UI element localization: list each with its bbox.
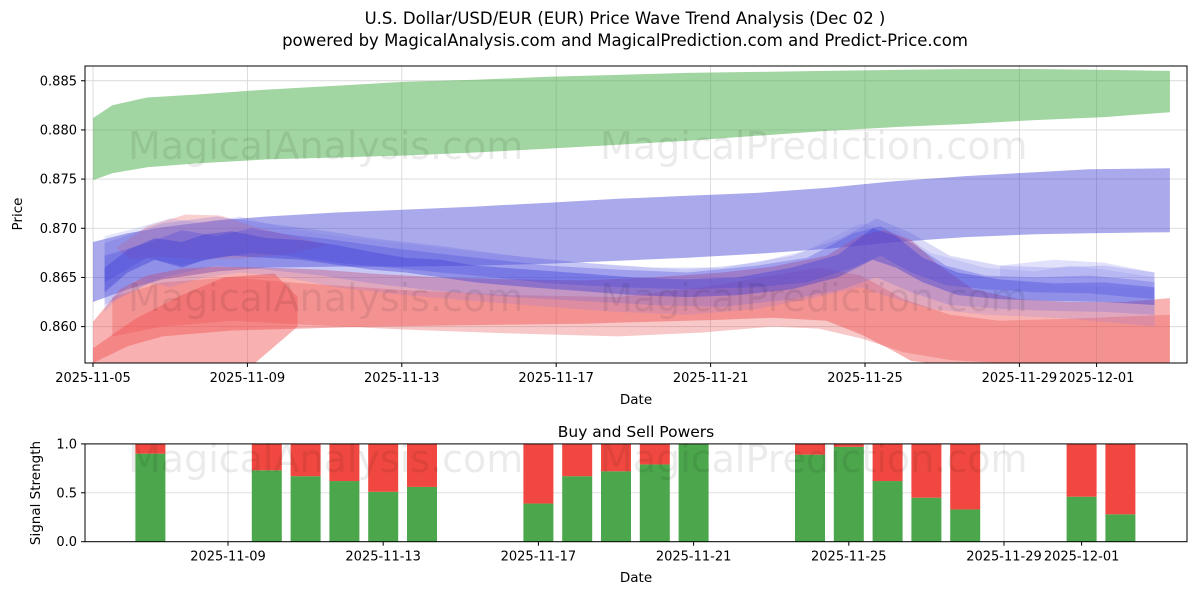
price-grid: [85, 66, 1187, 363]
band-blue-wave-layer-4: [104, 216, 1155, 327]
sell-power-bar: [135, 443, 166, 454]
y-tick-label: 0.870: [40, 222, 77, 237]
band-red-crest-left: [116, 214, 329, 260]
buy-power-bar: [1105, 514, 1136, 542]
y-tick-label: 0.865: [40, 271, 77, 286]
sell-power-bar: [911, 443, 942, 498]
band-blue-wave-layer-3: [104, 216, 1155, 315]
sell-power-bar: [833, 443, 864, 447]
x-tick-label: 2025-11-25: [827, 371, 903, 386]
buy-power-bar: [833, 446, 864, 542]
sell-power-bar: [950, 443, 981, 510]
sell-power-bar: [639, 443, 670, 465]
sell-power-bar: [601, 443, 631, 472]
price-y-axis-label: Price: [10, 198, 26, 231]
y-tick-label: 0.0: [56, 535, 77, 550]
x-tick-label: 2025-11-21: [673, 371, 749, 386]
buy-power-bar: [639, 464, 670, 542]
buy-power-bar: [523, 503, 554, 542]
buy-power-bar: [911, 497, 942, 542]
price-x-axis-label: Date: [620, 392, 652, 408]
band-red-foot-left: [93, 273, 298, 363]
buy-power-bar: [251, 470, 282, 542]
x-tick-label: 2025-11-17: [518, 371, 594, 386]
sell-power-bar: [562, 443, 593, 477]
x-tick-label: 2025-11-13: [345, 550, 421, 565]
buy-power-bar: [872, 481, 903, 542]
y-tick-label: 0.860: [40, 320, 77, 335]
power-x-axis-label: Date: [620, 570, 652, 586]
price-plot-border: [84, 65, 1188, 364]
sell-power-bar: [1066, 443, 1097, 497]
sell-power-bar: [872, 443, 903, 482]
x-tick-label: 2025-11-25: [811, 550, 887, 565]
band-blue-wave-layer-1: [104, 228, 1155, 305]
band-upper-green-band: [93, 69, 1170, 181]
sell-power-bar: [795, 443, 825, 455]
sell-power-bar: [329, 443, 360, 482]
x-tick-label: 2025-11-09: [190, 550, 266, 565]
band-blue-blob-right: [1000, 259, 1155, 290]
band-lower-red-band-secondary: [112, 267, 1170, 363]
sell-power-bar: [1105, 443, 1136, 515]
price-ticks: 0.885 0.880 0.875 0.870 0.865 0.860 2025-11-05…: [40, 74, 1135, 386]
x-tick-label: 2025-11-13: [364, 371, 440, 386]
buy-power-bar: [368, 491, 399, 542]
watermark-text: MagicalPrediction.com: [600, 124, 1028, 168]
watermark-text: MagicalAnalysis.com: [128, 276, 523, 320]
sell-power-bar: [523, 443, 554, 504]
power-bars: [135, 443, 1136, 542]
y-tick-label: 0.5: [56, 486, 77, 501]
buy-power-bar: [601, 471, 631, 542]
x-tick-label: 2025-11-29: [982, 371, 1058, 386]
sell-power-bar: [407, 443, 437, 487]
buy-power-bar: [135, 453, 166, 542]
sell-power-bar: [251, 443, 282, 471]
watermark-text: MagicalPrediction.com: [600, 276, 1028, 320]
x-tick-label: 2025-11-21: [656, 550, 732, 565]
watermark-text: MagicalAnalysis.com: [128, 437, 523, 481]
buy-power-bar: [329, 481, 360, 542]
y-tick-label: 0.885: [40, 74, 77, 89]
watermarks: MagicalAnalysis.com MagicalPrediction.com…: [128, 124, 1028, 481]
band-blue-wave-layer-2: [104, 226, 1155, 300]
chart-title: U.S. Dollar/USD/EUR (EUR) Price Wave Tre…: [365, 9, 886, 28]
sell-power-bar: [368, 443, 399, 492]
buy-power-bar: [678, 443, 709, 542]
buy-power-bar: [562, 476, 593, 542]
buy-power-bar: [795, 454, 825, 542]
buy-power-bar: [950, 509, 981, 542]
buy-power-bar: [290, 476, 321, 542]
band-mid-blue-band: [93, 168, 1170, 302]
buy-power-bar: [1066, 496, 1097, 542]
y-tick-label: 0.880: [40, 123, 77, 138]
x-tick-label: 2025-11-17: [501, 550, 577, 565]
x-tick-label: 2025-11-09: [210, 371, 286, 386]
x-tick-label: 2025-11-29: [966, 550, 1042, 565]
watermark-text: MagicalAnalysis.com: [128, 124, 523, 168]
price-bands: [93, 69, 1170, 363]
power-ticks: 1.0 0.5 0.0 2025-11-09 2025-11-13 2025-11-17 2…: [56, 437, 1119, 564]
band-lower-red-band-main: [93, 230, 1170, 363]
y-tick-label: 1.0: [56, 437, 77, 452]
sell-power-bar: [290, 443, 321, 477]
y-tick-label: 0.875: [40, 173, 77, 188]
watermark-text: MagicalPrediction.com: [600, 437, 1028, 481]
chart-subtitle: powered by MagicalAnalysis.com and Magic…: [282, 31, 968, 50]
power-chart-title: Buy and Sell Powers: [558, 423, 715, 441]
x-tick-label: 2025-12-01: [1044, 550, 1120, 565]
x-tick-label: 2025-12-01: [1059, 371, 1135, 386]
x-tick-label: 2025-11-05: [55, 371, 131, 386]
buy-power-bar: [407, 486, 437, 542]
power-y-axis-label: Signal Strength: [28, 441, 44, 545]
